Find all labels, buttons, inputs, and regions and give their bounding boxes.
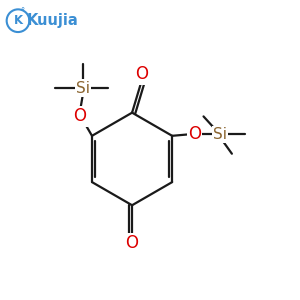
Text: O: O: [188, 125, 201, 143]
Text: Si: Si: [213, 127, 227, 142]
Text: O: O: [74, 107, 87, 125]
Text: Kuujia: Kuujia: [27, 13, 79, 28]
Text: O: O: [135, 65, 148, 83]
Text: Si: Si: [76, 80, 90, 95]
Text: O: O: [126, 235, 139, 253]
Text: K: K: [14, 14, 22, 27]
Text: °: °: [20, 7, 24, 16]
